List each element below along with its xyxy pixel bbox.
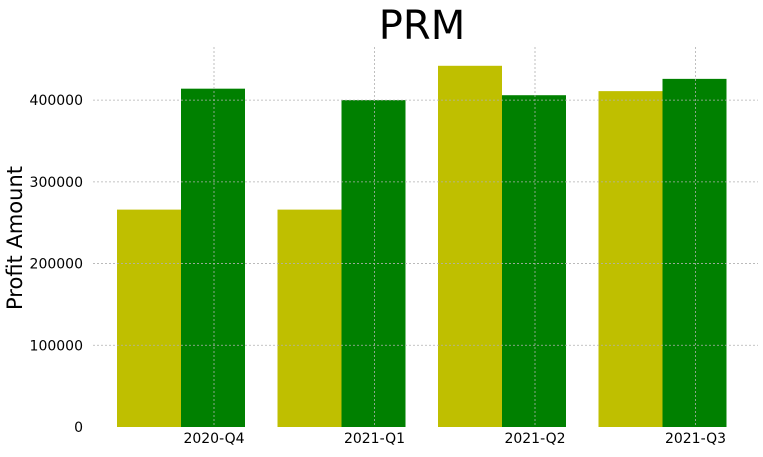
y-tick-label: 300000 (30, 175, 83, 191)
tick-layer: 0 100000 200000 300000 400000 2020-Q4 2021-Q1 2… (30, 93, 727, 447)
y-tick-label: 100000 (30, 338, 83, 354)
bar (181, 88, 245, 427)
bar (277, 209, 342, 427)
bar (438, 65, 502, 427)
bar (662, 78, 727, 427)
y-tick-label: 400000 (30, 93, 83, 109)
x-tick-label: 2021-Q3 (665, 431, 726, 447)
grid-layer (93, 47, 758, 427)
y-axis-label: Profit Amount (3, 166, 27, 310)
bar-layer (117, 65, 727, 428)
bar (117, 209, 181, 427)
bar (598, 91, 663, 428)
y-tick-label: 0 (74, 420, 83, 436)
x-tick-label: 2021-Q2 (504, 431, 565, 447)
x-tick-label: 2021-Q1 (344, 431, 405, 447)
bar (502, 95, 566, 427)
x-tick-label: 2020-Q4 (183, 431, 244, 447)
y-tick-label: 200000 (30, 257, 83, 273)
chart-title: PRM (379, 3, 465, 49)
